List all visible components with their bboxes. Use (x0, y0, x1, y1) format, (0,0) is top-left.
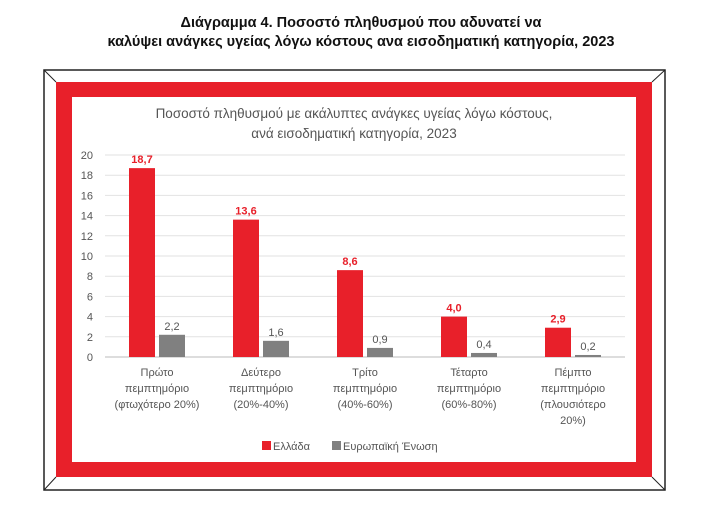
x-tick-label: πεμπτημόριο (437, 383, 501, 395)
data-label: 2,2 (164, 321, 179, 333)
y-tick-label: 20 (81, 150, 93, 162)
y-tick-label: 14 (81, 211, 93, 223)
data-label: 2,9 (550, 314, 565, 326)
y-tick-label: 18 (81, 170, 93, 182)
data-label: 0,2 (580, 341, 595, 353)
bar-eu (263, 340, 289, 357)
data-label: 4,0 (446, 303, 461, 315)
y-tick-label: 16 (81, 190, 93, 202)
x-tick-label: (60%-80%) (441, 399, 496, 411)
bar-greece (545, 327, 571, 357)
x-tick-label: (40%-60%) (337, 399, 392, 411)
bar-greece (129, 168, 155, 357)
legend-swatch (262, 441, 271, 450)
data-label: 8,6 (342, 256, 357, 268)
y-tick-label: 8 (87, 271, 93, 283)
data-label: 0,4 (476, 339, 491, 351)
y-tick-label: 12 (81, 231, 93, 243)
bar-greece (233, 219, 259, 357)
x-tick-label: πεμπτημόριο (125, 383, 189, 395)
x-tick-label: πεμπτημόριο (229, 383, 293, 395)
y-tick-label: 6 (87, 291, 93, 303)
bar-eu (471, 352, 497, 357)
bar-chart: 0 2 4 6 8 10 12 14 16 18 20 18,7 2,2 Πρώτο πεμπτημόριο… (81, 150, 625, 453)
x-tick-label: Πρώτο (141, 367, 174, 379)
data-label: 18,7 (131, 154, 152, 166)
x-tick-label: 20%) (560, 415, 586, 427)
legend-label: Ελλάδα (273, 441, 311, 453)
figure-title-line2: καλύψει ανάγκες υγείας λόγω κόστους ανα … (107, 34, 615, 50)
x-tick-label: (πλουσιότερο (540, 399, 606, 411)
x-tick-label: (φτωχότερο 20%) (115, 399, 200, 411)
figure-title: Διάγραμμα 4. Ποσοστό πληθυσμού που αδυνα… (0, 14, 722, 52)
legend-swatch (332, 441, 341, 450)
bar-greece (441, 316, 467, 357)
legend-label: Ευρωπαϊκή Ένωση (343, 441, 438, 453)
y-tick-label: 0 (87, 352, 93, 364)
bar-eu (575, 354, 601, 357)
x-tick-label: Πέμπτο (554, 367, 591, 379)
x-tick-label: (20%-40%) (233, 399, 288, 411)
data-label: 13,6 (235, 206, 256, 218)
y-tick-label: 10 (81, 251, 93, 263)
data-label: 1,6 (268, 327, 283, 339)
x-tick-label: πεμπτημόριο (541, 383, 605, 395)
chart-title: Ποσοστό πληθυσμού με ακάλυπτες ανάγκες υ… (72, 104, 636, 144)
x-tick-label: πεμπτημόριο (333, 383, 397, 395)
x-tick-label: Τέταρτο (450, 367, 487, 379)
x-tick-label: Δεύτερο (241, 367, 281, 379)
chart-title-line2: ανά εισοδηματική κατηγορία, 2023 (251, 126, 457, 141)
chart-title-line1: Ποσοστό πληθυσμού με ακάλυπτες ανάγκες υ… (155, 106, 553, 121)
figure-title-line1: Διάγραμμα 4. Ποσοστό πληθυσμού που αδυνα… (180, 15, 542, 31)
y-tick-label: 2 (87, 332, 93, 344)
bar-greece (337, 270, 363, 357)
y-tick-label: 4 (87, 312, 93, 324)
x-tick-label: Τρίτο (352, 367, 378, 379)
bar-eu (159, 334, 185, 357)
data-label: 0,9 (372, 334, 387, 346)
bar-eu (367, 347, 393, 357)
